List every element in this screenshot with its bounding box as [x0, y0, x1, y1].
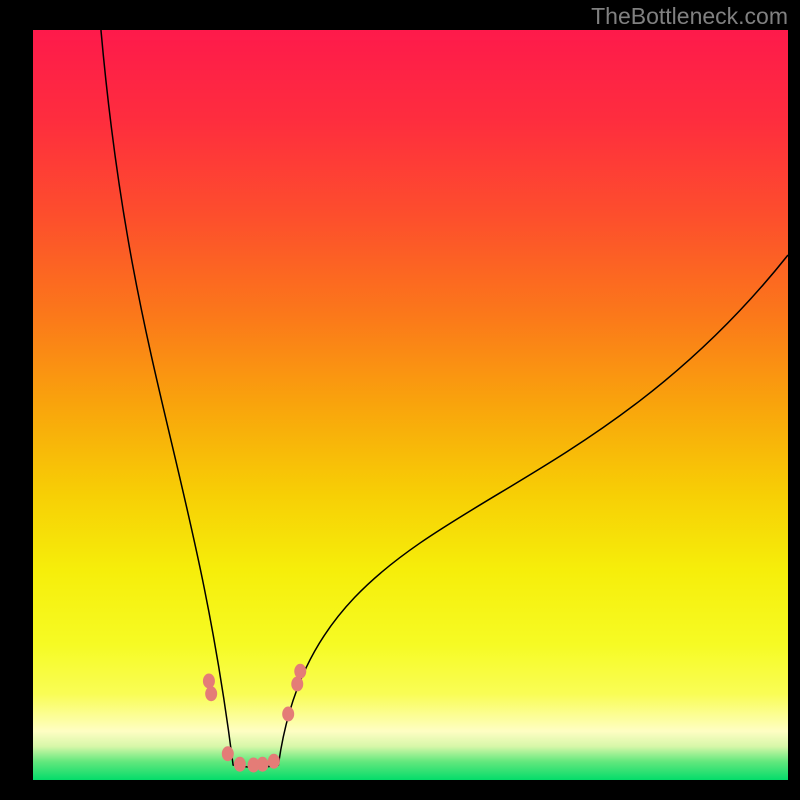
data-marker — [203, 674, 215, 689]
data-marker — [294, 664, 306, 679]
data-marker — [205, 686, 217, 701]
gradient-background — [33, 30, 788, 780]
data-marker — [268, 754, 280, 769]
plot-area — [33, 30, 788, 780]
watermark-text: TheBottleneck.com — [591, 3, 788, 30]
data-marker — [282, 707, 294, 722]
data-marker — [234, 757, 246, 772]
data-marker — [257, 757, 269, 772]
data-marker — [222, 746, 234, 761]
plot-svg — [33, 30, 788, 780]
data-marker — [291, 677, 303, 692]
